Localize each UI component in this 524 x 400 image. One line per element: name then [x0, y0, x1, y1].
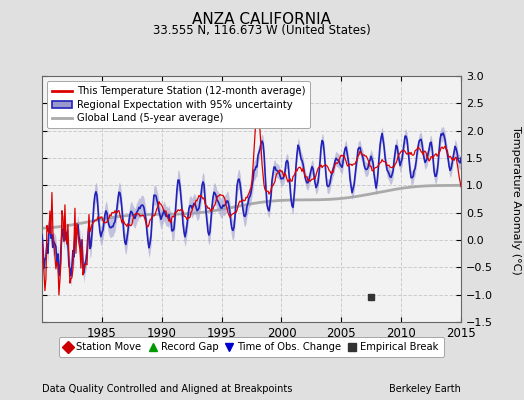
Text: Data Quality Controlled and Aligned at Breakpoints: Data Quality Controlled and Aligned at B… — [42, 384, 292, 394]
Text: Berkeley Earth: Berkeley Earth — [389, 384, 461, 394]
Text: ANZA CALIFORNIA: ANZA CALIFORNIA — [192, 12, 332, 27]
Text: Temperature Anomaly (°C): Temperature Anomaly (°C) — [511, 126, 521, 274]
Legend: This Temperature Station (12-month average), Regional Expectation with 95% uncer: This Temperature Station (12-month avera… — [47, 81, 310, 128]
Text: 33.555 N, 116.673 W (United States): 33.555 N, 116.673 W (United States) — [153, 24, 371, 37]
Legend: Station Move, Record Gap, Time of Obs. Change, Empirical Break: Station Move, Record Gap, Time of Obs. C… — [59, 337, 444, 357]
